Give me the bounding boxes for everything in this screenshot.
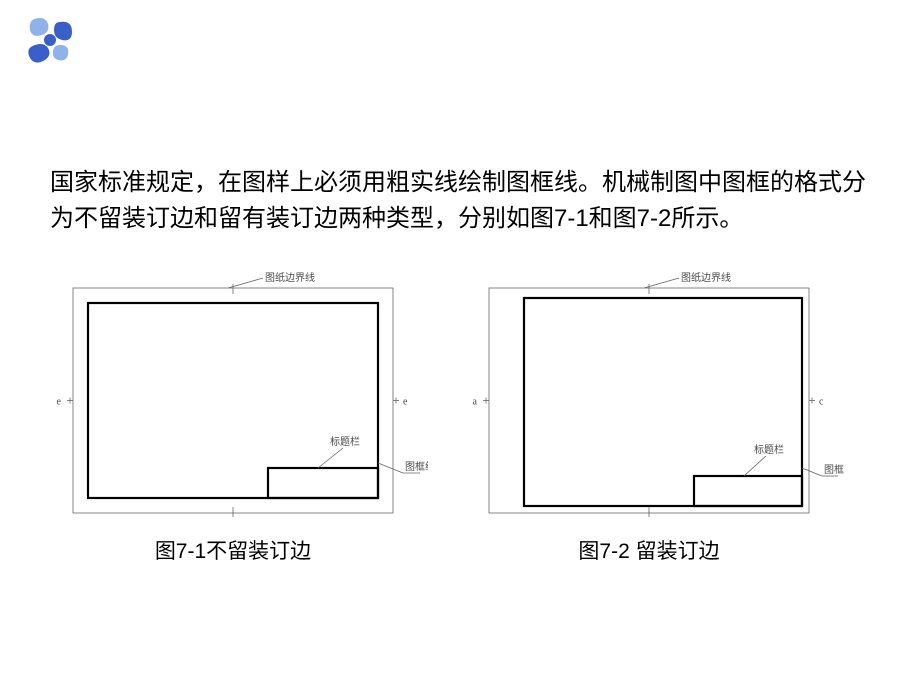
label-boundary: 图纸边界线 bbox=[681, 271, 731, 284]
label-boundary: 图纸边界线 bbox=[265, 271, 315, 284]
description-text: 国家标准规定，在图样上必须用粗实线绘制图框线。机械制图中图框的格式分为不留装订边… bbox=[50, 165, 870, 237]
figure-2: a c 图纸边界线 标题栏 图框线 图7-2 留装订边 bbox=[454, 268, 844, 565]
label-e-right: e bbox=[403, 397, 408, 408]
figure-1-caption: 图7-1不留装订边 bbox=[155, 535, 311, 565]
label-a-left: a bbox=[473, 397, 478, 408]
label-c-right: c bbox=[819, 397, 824, 408]
figure-1: e e 图纸边界线 标题栏 图框线 图7-1不留装订边 bbox=[38, 268, 428, 565]
label-frame-line: 图框线 bbox=[405, 460, 428, 473]
figure-1-diagram: e e 图纸边界线 标题栏 图框线 bbox=[38, 268, 428, 525]
label-title-block: 标题栏 bbox=[754, 443, 784, 456]
label-frame-line: 图框线 bbox=[824, 463, 844, 476]
label-e-left: e bbox=[57, 397, 62, 408]
figure-2-diagram: a c 图纸边界线 标题栏 图框线 bbox=[454, 268, 844, 525]
label-title-block: 标题栏 bbox=[330, 435, 360, 448]
figures-row: e e 图纸边界线 标题栏 图框线 图7-1不留装订边 bbox=[38, 268, 844, 565]
logo-icon bbox=[20, 10, 80, 70]
figure-2-caption: 图7-2 留装订边 bbox=[578, 535, 719, 565]
